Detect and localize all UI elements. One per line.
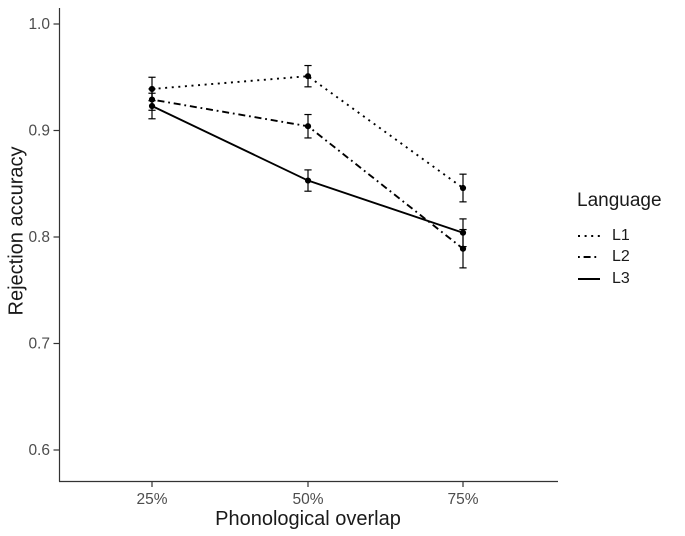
y-tick-label: 1.0 (28, 16, 50, 33)
dotdash-line-sample-icon (578, 256, 600, 259)
legend-title: Language (577, 190, 662, 211)
legend-item-label: L3 (612, 269, 630, 287)
legend-item-l1: L1 (577, 225, 662, 247)
y-tick-label: 0.7 (28, 336, 50, 353)
legend-item-label: L1 (612, 226, 630, 244)
y-tick-label: 0.9 (28, 123, 50, 140)
error-bars (148, 64, 467, 269)
y-tick-label: 0.8 (28, 229, 50, 246)
legend-item-l2: L2 (577, 247, 662, 269)
data-point-l3-50% (304, 177, 312, 184)
data-point-l2-25% (148, 96, 156, 103)
x-tick-label: 75% (447, 491, 478, 508)
data-point-l1-75% (459, 184, 467, 192)
legend-item-label: L2 (612, 248, 630, 266)
y-axis-ticks: 1.0 0.9 0.8 0.7 0.6 (28, 16, 60, 459)
data-point-l1-50% (304, 73, 312, 80)
data-point-l2-75% (459, 245, 467, 252)
data-point-l1-25% (148, 85, 156, 93)
x-tick-label: 50% (292, 491, 323, 508)
solid-line-sample-icon (578, 277, 600, 280)
data-point-l2-50% (304, 123, 312, 130)
y-axis-title: Rejection accuracy (5, 146, 28, 316)
data-point-l3-25% (148, 102, 156, 110)
x-axis-title: Phonological overlap (215, 508, 401, 530)
data-point-l3-75% (459, 229, 467, 236)
legend-item-l3: L3 (577, 268, 662, 290)
legend: Language L1 L2 L3 (577, 190, 662, 290)
x-tick-label: 25% (136, 491, 167, 508)
dotted-line-sample-icon (578, 234, 600, 237)
x-axis-ticks: 25% 50% 75% (136, 481, 479, 508)
series-line-l1 (151, 75, 464, 189)
y-tick-label: 0.6 (28, 442, 50, 459)
